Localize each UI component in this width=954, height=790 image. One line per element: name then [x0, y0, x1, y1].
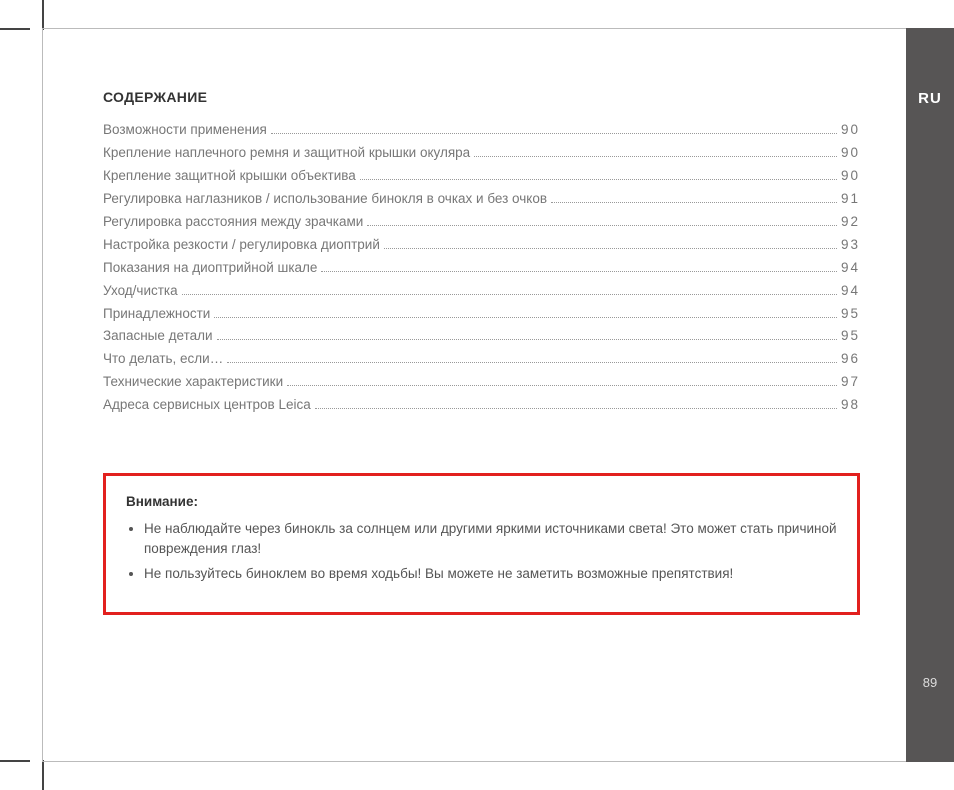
toc-page: 95 — [841, 325, 860, 348]
toc-title: Крепление наплечного ремня и защитной кр… — [103, 142, 470, 165]
toc-title: Возможности применения — [103, 119, 267, 142]
warning-item: Не пользуйтесь биноклем во время ходьбы!… — [144, 564, 837, 584]
language-tab: RU 89 — [906, 28, 954, 762]
toc-leader-dots — [360, 179, 837, 180]
toc-row: Технические характеристики 97 — [103, 371, 860, 394]
toc-leader-dots — [227, 362, 837, 363]
toc-page: 94 — [841, 257, 860, 280]
toc-title: Настройка резкости / регулировка диоптри… — [103, 234, 380, 257]
toc-leader-dots — [551, 202, 837, 203]
crop-mark — [42, 0, 44, 30]
toc-row: Что делать, если… 96 — [103, 348, 860, 371]
toc-page: 91 — [841, 188, 860, 211]
toc-row: Крепление защитной крышки объектива 90 — [103, 165, 860, 188]
toc-page: 90 — [841, 119, 860, 142]
page-content: СОДЕРЖАНИЕ Возможности применения 90 Кре… — [42, 28, 954, 762]
toc-leader-dots — [182, 294, 837, 295]
toc-row: Запасные детали 95 — [103, 325, 860, 348]
toc-row: Адреса сервисных центров Leica 98 — [103, 394, 860, 417]
toc-row: Возможности применения 90 — [103, 119, 860, 142]
warning-title: Внимание: — [126, 494, 837, 509]
toc-page: 96 — [841, 348, 860, 371]
toc-leader-dots — [384, 248, 837, 249]
toc-title: Уход/чистка — [103, 280, 178, 303]
toc-row: Принадлежности 95 — [103, 303, 860, 326]
toc-page: 90 — [841, 165, 860, 188]
toc-title: Технические характеристики — [103, 371, 283, 394]
table-of-contents: Возможности применения 90 Крепление напл… — [103, 119, 860, 417]
toc-leader-dots — [217, 339, 837, 340]
toc-title: Показания на диоптрийной шкале — [103, 257, 317, 280]
toc-row: Показания на диоптрийной шкале 94 — [103, 257, 860, 280]
toc-leader-dots — [367, 225, 837, 226]
toc-row: Регулировка наглазников / использование … — [103, 188, 860, 211]
crop-mark — [0, 28, 30, 30]
warning-list: Не наблюдайте через бинокль за солнцем и… — [126, 519, 837, 584]
toc-row: Настройка резкости / регулировка диоптри… — [103, 234, 860, 257]
crop-mark — [42, 760, 44, 790]
toc-leader-dots — [271, 133, 837, 134]
toc-row: Регулировка расстояния между зрачками 92 — [103, 211, 860, 234]
toc-title: Что делать, если… — [103, 348, 223, 371]
toc-title: Принадлежности — [103, 303, 210, 326]
warning-box: Внимание: Не наблюдайте через бинокль за… — [103, 473, 860, 615]
toc-title: Регулировка наглазников / использование … — [103, 188, 547, 211]
toc-page: 94 — [841, 280, 860, 303]
toc-page: 93 — [841, 234, 860, 257]
language-code: RU — [906, 90, 954, 107]
toc-title: Адреса сервисных центров Leica — [103, 394, 311, 417]
toc-page: 92 — [841, 211, 860, 234]
toc-heading: СОДЕРЖАНИЕ — [103, 89, 860, 105]
toc-title: Регулировка расстояния между зрачками — [103, 211, 363, 234]
toc-leader-dots — [214, 317, 837, 318]
toc-row: Уход/чистка 94 — [103, 280, 860, 303]
toc-page: 90 — [841, 142, 860, 165]
warning-item: Не наблюдайте через бинокль за солнцем и… — [144, 519, 837, 558]
page-number: 89 — [906, 675, 954, 690]
crop-mark — [0, 760, 30, 762]
toc-title: Запасные детали — [103, 325, 213, 348]
toc-page: 98 — [841, 394, 860, 417]
toc-leader-dots — [315, 408, 837, 409]
toc-row: Крепление наплечного ремня и защитной кр… — [103, 142, 860, 165]
toc-page: 95 — [841, 303, 860, 326]
toc-leader-dots — [321, 271, 837, 272]
toc-leader-dots — [474, 156, 837, 157]
toc-title: Крепление защитной крышки объектива — [103, 165, 356, 188]
toc-leader-dots — [287, 385, 837, 386]
toc-page: 97 — [841, 371, 860, 394]
